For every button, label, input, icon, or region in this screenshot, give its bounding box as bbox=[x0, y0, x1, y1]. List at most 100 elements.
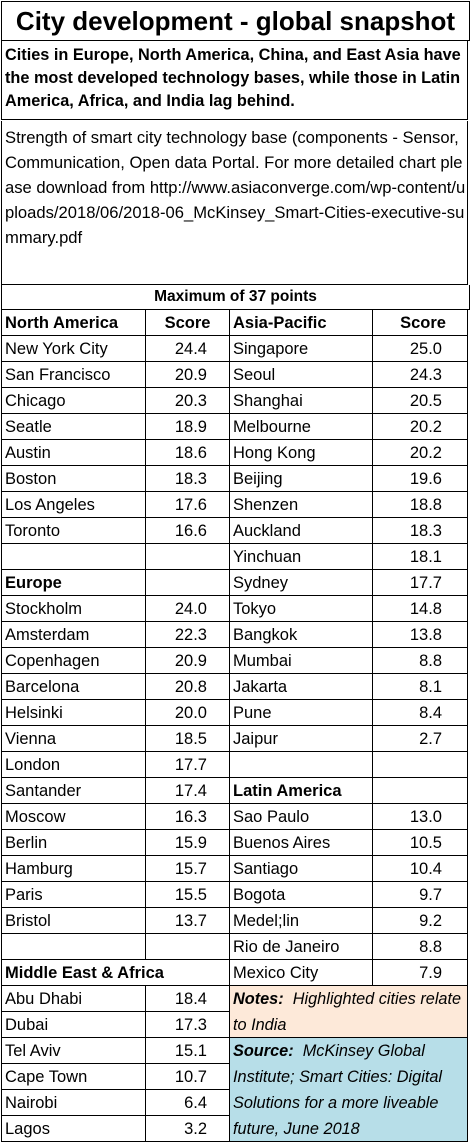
table-row: Medel;lin 9.2 bbox=[230, 908, 468, 934]
score-header: Score bbox=[373, 310, 468, 336]
city-name: Seatle bbox=[1, 414, 146, 440]
city-score: 24.0 bbox=[146, 596, 230, 622]
city-score: 16.6 bbox=[146, 518, 230, 544]
city-score bbox=[373, 752, 468, 778]
city-name: Stockholm bbox=[1, 596, 146, 622]
city-score bbox=[373, 778, 468, 804]
city-score: 18.4 bbox=[146, 986, 230, 1012]
city-score: 7.9 bbox=[373, 960, 468, 986]
city-score: 17.3 bbox=[146, 1012, 230, 1038]
city-name: Sao Paulo bbox=[230, 804, 373, 830]
city-score: 24.3 bbox=[373, 362, 468, 388]
table-row: Lagos 3.2 bbox=[1, 1116, 230, 1142]
region-header: Middle East & Africa bbox=[1, 960, 230, 986]
city-score: 17.7 bbox=[146, 752, 230, 778]
table-row: Barcelona 20.8 bbox=[1, 674, 230, 700]
city-name: Sydney bbox=[230, 570, 373, 596]
city-score bbox=[146, 570, 230, 596]
city-name bbox=[230, 752, 373, 778]
table-row: Nairobi 6.4 bbox=[1, 1090, 230, 1116]
city-score: 20.0 bbox=[146, 700, 230, 726]
city-score: 14.8 bbox=[373, 596, 468, 622]
table-row: Vienna 18.5 bbox=[1, 726, 230, 752]
source-text: McKinsey Global Institute; Smart Cities:… bbox=[233, 1042, 443, 1138]
table-row: Cape Town 10.7 bbox=[1, 1064, 230, 1090]
city-score: 10.5 bbox=[373, 830, 468, 856]
city-name: London bbox=[1, 752, 146, 778]
city-name: Medel;lin bbox=[230, 908, 373, 934]
table-row: Santiago 10.4 bbox=[230, 856, 468, 882]
city-score: 9.2 bbox=[373, 908, 468, 934]
table-row: Singapore 25.0 bbox=[230, 336, 468, 362]
city-score: 6.4 bbox=[146, 1090, 230, 1116]
city-score: 8.1 bbox=[373, 674, 468, 700]
notes-text: Highlighted cities relate to India bbox=[233, 990, 462, 1034]
region-header-row: Europe bbox=[1, 570, 230, 596]
city-score: 13.7 bbox=[146, 908, 230, 934]
city-score: 17.7 bbox=[373, 570, 468, 596]
table-row: Tel Aviv 15.1 bbox=[1, 1038, 230, 1064]
table-row: Stockholm 24.0 bbox=[1, 596, 230, 622]
city-name: Rio de Janeiro bbox=[230, 934, 373, 960]
city-name: Austin bbox=[1, 440, 146, 466]
city-score: 16.3 bbox=[146, 804, 230, 830]
city-score: 18.6 bbox=[146, 440, 230, 466]
city-name: Nairobi bbox=[1, 1090, 146, 1116]
table-row: Austin 18.6 bbox=[1, 440, 230, 466]
city-score: 8.8 bbox=[373, 934, 468, 960]
city-name: Shanghai bbox=[230, 388, 373, 414]
table-row: Los Angeles 17.6 bbox=[1, 492, 230, 518]
source-label: Source: bbox=[233, 1042, 294, 1060]
table-row: Hamburg 15.7 bbox=[1, 856, 230, 882]
city-score: 20.5 bbox=[373, 388, 468, 414]
table-row: Abu Dhabi 18.4 bbox=[1, 986, 230, 1012]
city-score: 15.5 bbox=[146, 882, 230, 908]
table-row: San Francisco 20.9 bbox=[1, 362, 230, 388]
city-name bbox=[1, 544, 146, 570]
max-points-label: Maximum of 37 points bbox=[1, 285, 470, 310]
city-score: 8.4 bbox=[373, 700, 468, 726]
city-name: Berlin bbox=[1, 830, 146, 856]
region-header-row: Latin America bbox=[230, 778, 468, 804]
description-text: Strength of smart city technology base (… bbox=[1, 121, 468, 285]
city-name: Santander bbox=[1, 778, 146, 804]
region-header: Asia-Pacific bbox=[230, 310, 373, 336]
table-row: Mumbai 8.8 bbox=[230, 648, 468, 674]
city-name: Mumbai bbox=[230, 648, 373, 674]
table-row: Boston 18.3 bbox=[1, 466, 230, 492]
notes-box: Notes: Highlighted cities relate to Indi… bbox=[230, 986, 468, 1038]
table-row: Seoul 24.3 bbox=[230, 362, 468, 388]
city-name: Bogota bbox=[230, 882, 373, 908]
table-row: Pune 8.4 bbox=[230, 700, 468, 726]
table-row: Shanghai 20.5 bbox=[230, 388, 468, 414]
region-header: Latin America bbox=[230, 778, 373, 804]
blank-row bbox=[1, 934, 230, 960]
city-score: 15.7 bbox=[146, 856, 230, 882]
city-score: 18.9 bbox=[146, 414, 230, 440]
notes-label: Notes: bbox=[233, 990, 284, 1008]
city-name: Toronto bbox=[1, 518, 146, 544]
table-row: Helsinki 20.0 bbox=[1, 700, 230, 726]
city-score: 3.2 bbox=[146, 1116, 230, 1142]
table-row: Berlin 15.9 bbox=[1, 830, 230, 856]
city-name: Buenos Aires bbox=[230, 830, 373, 856]
city-score: 2.7 bbox=[373, 726, 468, 752]
city-name: San Francisco bbox=[1, 362, 146, 388]
city-name: Yinchuan bbox=[230, 544, 373, 570]
table-row: Beijing 19.6 bbox=[230, 466, 468, 492]
region-header: North America bbox=[1, 310, 146, 336]
city-score: 17.6 bbox=[146, 492, 230, 518]
summary-text: Cities in Europe, North America, China, … bbox=[1, 40, 468, 120]
city-name: Melbourne bbox=[230, 414, 373, 440]
table-row: Auckland 18.3 bbox=[230, 518, 468, 544]
city-name: Dubai bbox=[1, 1012, 146, 1038]
table-row: Dubai 17.3 bbox=[1, 1012, 230, 1038]
city-score: 13.8 bbox=[373, 622, 468, 648]
region-header: Europe bbox=[1, 570, 146, 596]
city-score: 13.0 bbox=[373, 804, 468, 830]
city-name bbox=[1, 934, 146, 960]
city-name: Seoul bbox=[230, 362, 373, 388]
region-header-row: North America Score bbox=[1, 310, 230, 336]
city-name: Jakarta bbox=[230, 674, 373, 700]
city-name: Copenhagen bbox=[1, 648, 146, 674]
